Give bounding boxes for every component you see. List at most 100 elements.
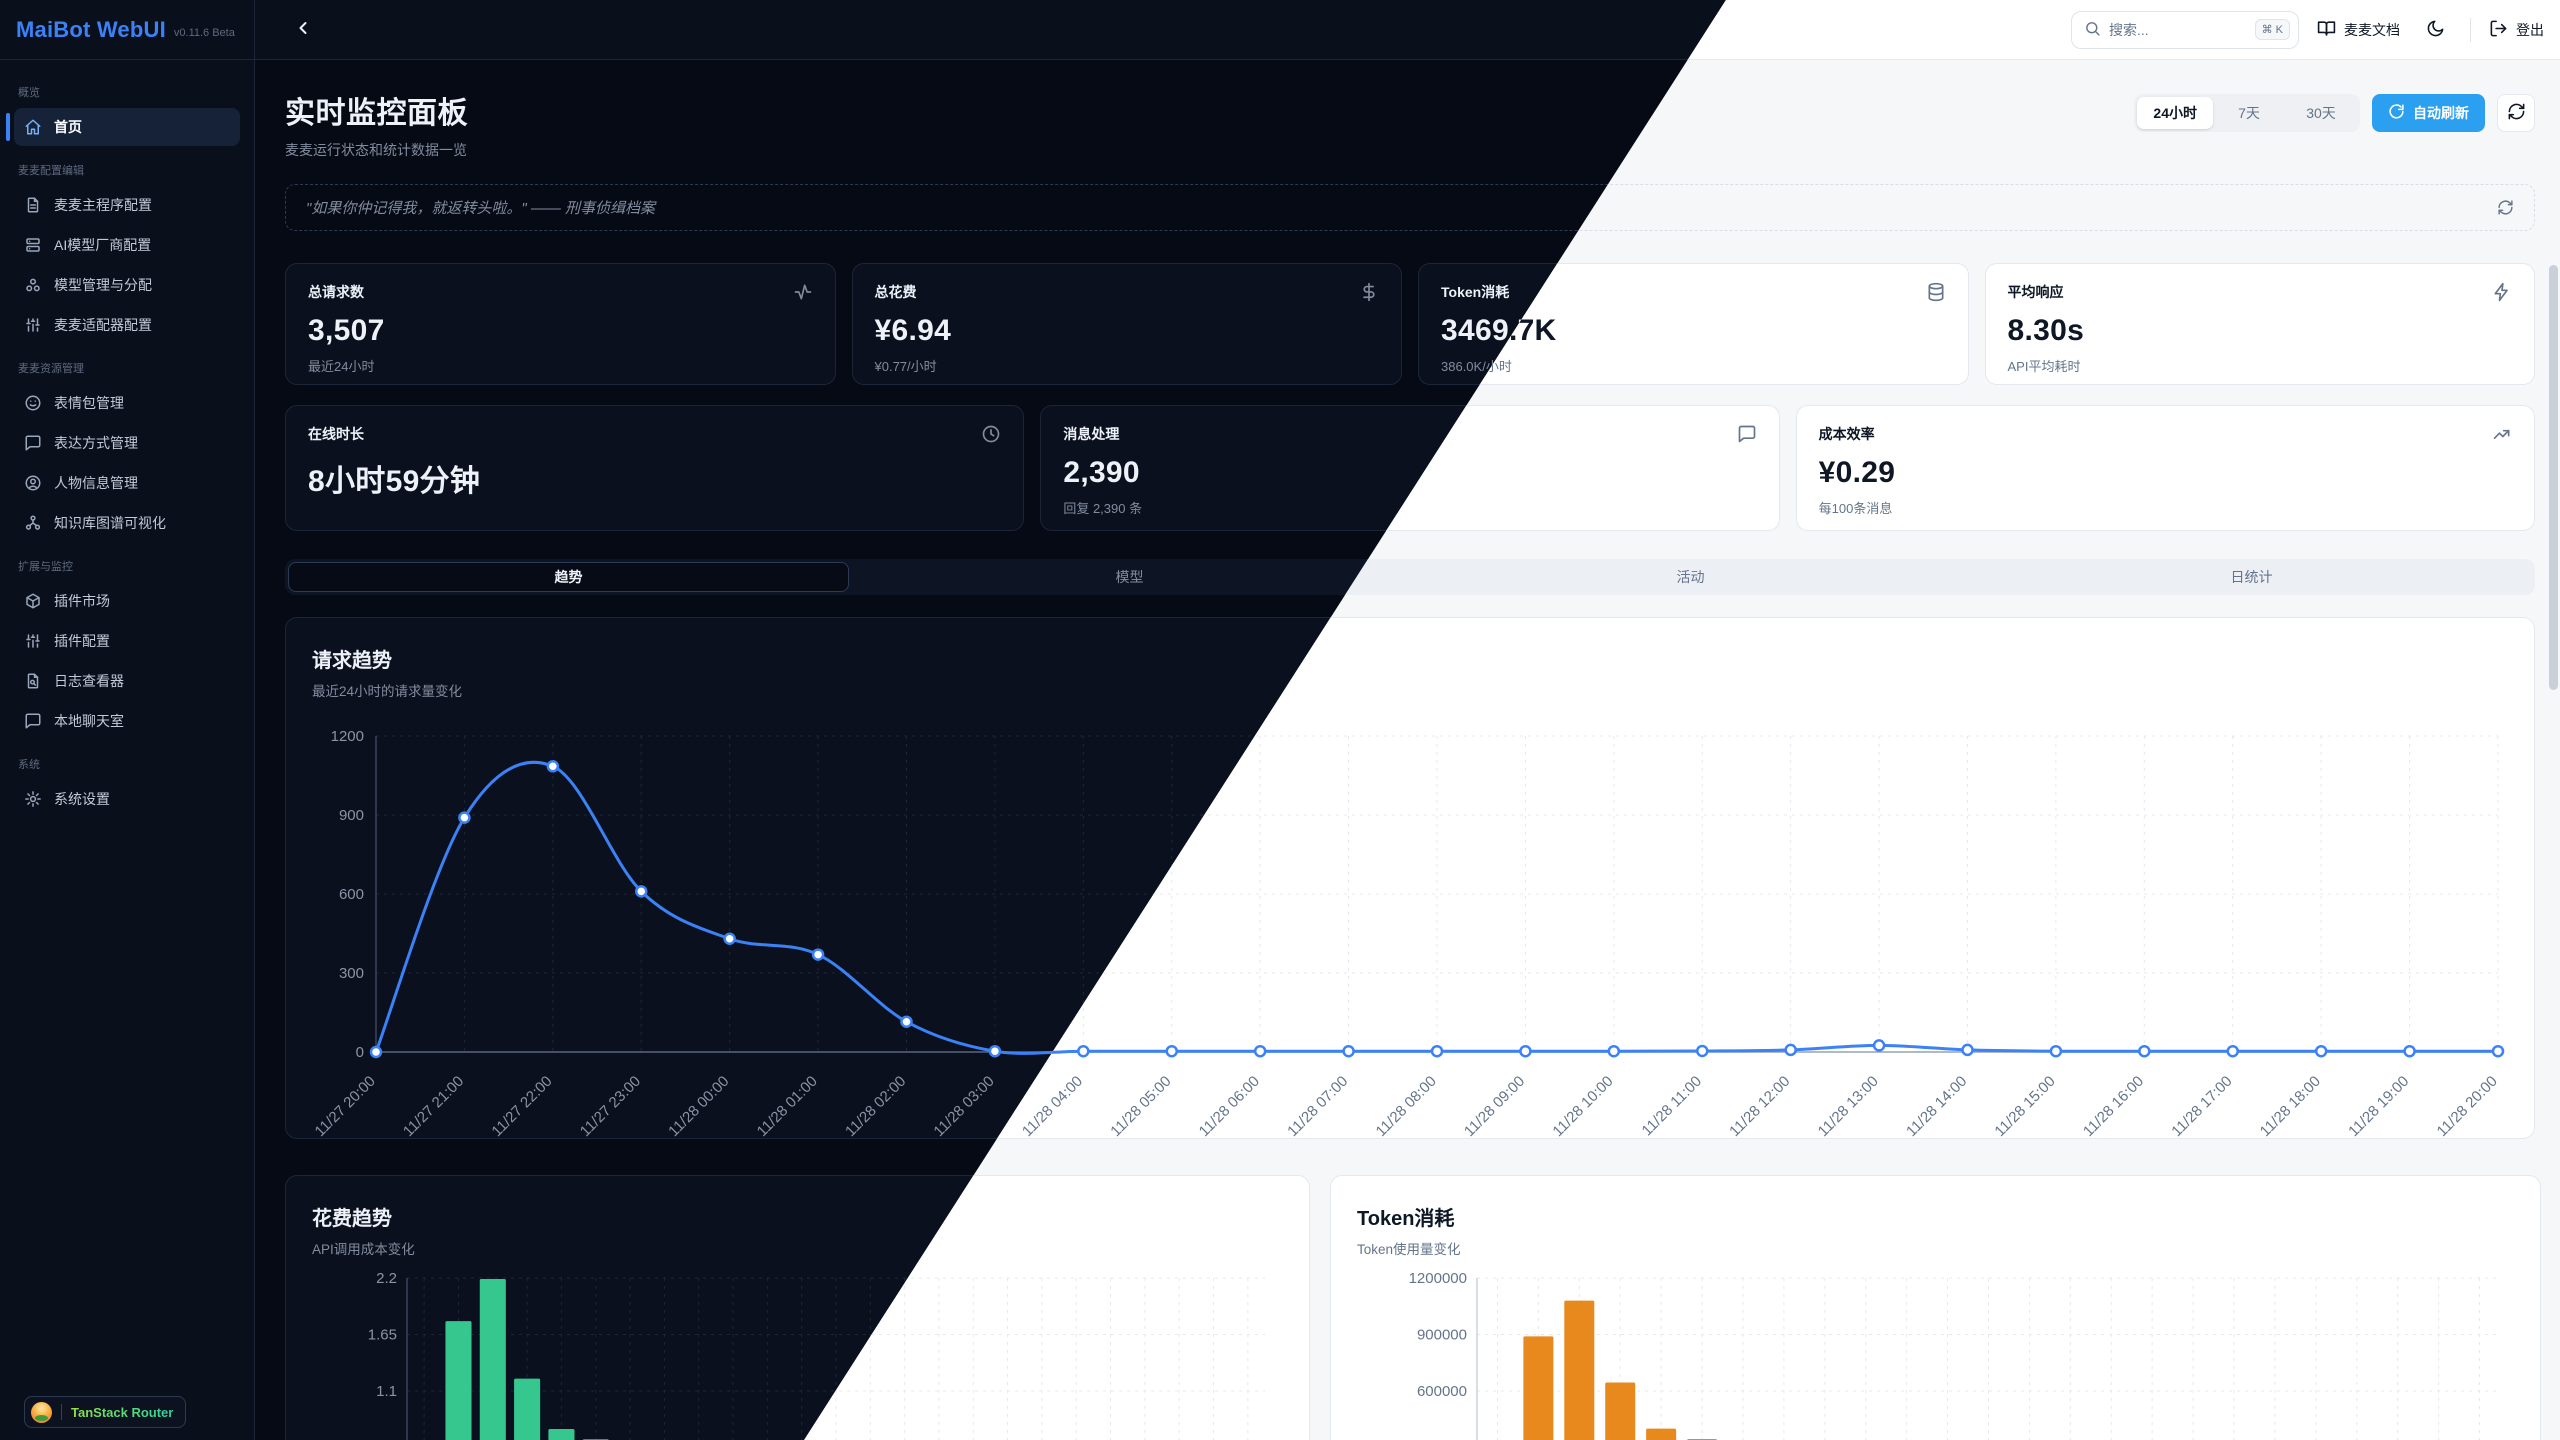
sidebar-item-日志查看器[interactable]: 日志查看器: [14, 662, 240, 700]
logout-button[interactable]: 登出: [2489, 19, 2544, 41]
sidebar-item-label: 插件配置: [54, 633, 110, 649]
stat-card-total-requests: 总请求数 3,507 最近24小时: [285, 263, 836, 385]
svg-text:600000: 600000: [1417, 1383, 1467, 1400]
stat-sub: 最近24小时: [308, 359, 375, 374]
cost-trend-chart: 0.551.11.652.2: [804, 1270, 1283, 1440]
sidebar-item-表情包管理[interactable]: 表情包管理: [14, 384, 240, 422]
sidebar-item-麦麦主程序配置[interactable]: 麦麦主程序配置: [14, 186, 240, 224]
sidebar-item-label: 知识库图谱可视化: [54, 515, 166, 531]
sidebar-nav: 概览首页麦麦配置编辑麦麦主程序配置 AI模型厂商配置模型管理与分配麦麦适配器配置麦…: [0, 60, 254, 828]
svg-text:11/28 11:00: 11/28 11:00: [1639, 1073, 1705, 1139]
settings-icon: [24, 790, 42, 808]
page-title: 实时监控面板: [285, 97, 468, 130]
search-input[interactable]: [2109, 21, 2247, 38]
quote-banner: "如果你仲记得我，就返转头啦。" —— 刑事侦缉档案: [804, 184, 2535, 231]
app-version: v0.11.6 Beta: [173, 26, 235, 39]
sidebar-item-模型管理与分配[interactable]: 模型管理与分配: [14, 266, 240, 304]
svg-text:11/28 05:00: 11/28 05:00: [1107, 1073, 1174, 1140]
stat-title: 总请求数: [308, 284, 364, 300]
svg-text:1.65: 1.65: [368, 1327, 397, 1344]
back-button[interactable]: [287, 14, 319, 46]
graph-icon: [24, 514, 42, 532]
stat-value: ¥6.94: [874, 314, 952, 347]
sidebar-item-人物信息管理[interactable]: 人物信息管理: [14, 464, 240, 502]
sidebar-item-本地聊天室[interactable]: 本地聊天室: [14, 702, 240, 740]
range-30d[interactable]: 30天: [2306, 105, 2336, 121]
svg-text:600: 600: [339, 886, 364, 903]
tanstack-router-badge[interactable]: TanStack Router: [24, 1396, 187, 1428]
docs-link[interactable]: 麦麦文档: [2317, 19, 2400, 41]
smile-icon: [24, 394, 42, 412]
svg-text:11/28 09:00: 11/28 09:00: [1461, 1073, 1528, 1140]
svg-text:11/28 14:00: 11/28 14:00: [1903, 1073, 1970, 1140]
header-divider: [2470, 17, 2471, 42]
quote-refresh-icon[interactable]: [2497, 199, 2514, 216]
chevron-left-icon: [293, 18, 313, 41]
svg-text:11/28 19:00: 11/28 19:00: [2345, 1073, 2412, 1140]
database-icon: [1926, 282, 1946, 302]
quote-text: "如果你仲记得我，就返转头啦。" —— 刑事侦缉档案: [306, 200, 655, 217]
svg-text:11/28 03:00: 11/28 03:00: [930, 1073, 997, 1140]
sidebar-item-知识库图谱可视化[interactable]: 知识库图谱可视化: [14, 504, 240, 542]
page-scrollbar[interactable]: [2549, 0, 2558, 1440]
chart-title: Token消耗: [1357, 1208, 1455, 1230]
sidebar-item-系统设置[interactable]: 系统设置: [14, 780, 240, 818]
svg-text:1200: 1200: [331, 728, 364, 745]
sidebar-item-麦麦适配器配置[interactable]: 麦麦适配器配置: [14, 306, 240, 344]
chart-title: 花费趋势: [312, 1208, 392, 1230]
tab-models[interactable]: 模型: [1115, 569, 1144, 585]
stat-card-cost-efficiency: 成本效率 ¥0.29 每100条消息: [1795, 405, 2535, 531]
brand: MaiBot WebUI v0.11.6 Beta: [0, 0, 254, 60]
sidebar-item-label: 首页: [54, 119, 82, 135]
range-24h[interactable]: 24小时: [2137, 97, 2213, 129]
theme-toggle[interactable]: [2418, 13, 2452, 47]
chart-subtitle: 最近24小时的请求量变化: [312, 684, 463, 699]
nav-section-label: 麦麦配置编辑: [18, 165, 84, 177]
search-box[interactable]: ⌘ K: [2071, 10, 2299, 49]
svg-text:11/28 06:00: 11/28 06:00: [1196, 1073, 1263, 1140]
sidebar-item-插件配置[interactable]: 插件配置: [14, 622, 240, 660]
sidebar-item-label: 表达方式管理: [54, 435, 138, 451]
svg-text:1200000: 1200000: [1409, 1270, 1467, 1287]
svg-text:11/28 02:00: 11/28 02:00: [842, 1073, 909, 1140]
svg-text:11/27 21:00: 11/27 21:00: [400, 1073, 467, 1140]
svg-text:0: 0: [356, 1044, 364, 1061]
svg-text:11/28 00:00: 11/28 00:00: [665, 1073, 732, 1140]
stat-sub: API平均耗时: [2007, 359, 2081, 374]
sidebar-item-首页[interactable]: 首页: [6, 108, 240, 146]
cluster-icon: [24, 276, 42, 294]
nav-section-label: 概览: [18, 87, 40, 99]
activity-icon: [793, 282, 813, 302]
svg-text:11/27 22:00: 11/27 22:00: [488, 1073, 555, 1140]
auto-refresh-button[interactable]: 自动刷新: [2372, 94, 2485, 132]
svg-text:300: 300: [339, 965, 364, 982]
file-search-icon: [24, 672, 42, 690]
file-text-icon: [24, 196, 42, 214]
tab-daily-stats[interactable]: 日统计: [2230, 569, 2273, 585]
sidebar-item-插件市场[interactable]: 插件市场: [14, 582, 240, 620]
svg-text:11/28 13:00: 11/28 13:00: [1815, 1073, 1882, 1140]
nav-section-label: 系统: [18, 759, 40, 771]
stat-value: ¥0.29: [1818, 456, 1896, 489]
badge-label: TanStack Router: [71, 1404, 174, 1420]
auto-refresh-label: 自动刷新: [2413, 105, 2469, 121]
sidebar-item-label: 人物信息管理: [54, 475, 138, 491]
sidebar-item-表达方式管理[interactable]: 表达方式管理: [14, 424, 240, 462]
package-icon: [24, 592, 42, 610]
tab-trends[interactable]: 趋势: [288, 562, 849, 592]
svg-text:11/27 23:00: 11/27 23:00: [577, 1073, 644, 1140]
svg-text:11/28 18:00: 11/28 18:00: [2257, 1073, 2324, 1140]
sidebar-item-AI模型厂商配置[interactable]: AI模型厂商配置: [14, 226, 240, 264]
stat-title: 消息处理: [1063, 426, 1120, 442]
stat-sub: 386.0K/小时: [1441, 356, 1946, 375]
book-open-icon: [2317, 19, 2336, 41]
manual-refresh-button[interactable]: [2497, 94, 2535, 132]
tab-activity[interactable]: 活动: [1676, 569, 1705, 585]
tanstack-logo-icon: [31, 1401, 52, 1423]
stat-card-online-time: 在线时长 8小时59分钟: [285, 405, 1025, 531]
stat-title: 在线时长: [308, 426, 364, 442]
svg-text:1.1: 1.1: [376, 1383, 397, 1400]
stat-value: 8.30s: [2007, 314, 2085, 347]
range-7d[interactable]: 7天: [2238, 105, 2260, 121]
scrollbar-thumb[interactable]: [2549, 265, 2558, 690]
